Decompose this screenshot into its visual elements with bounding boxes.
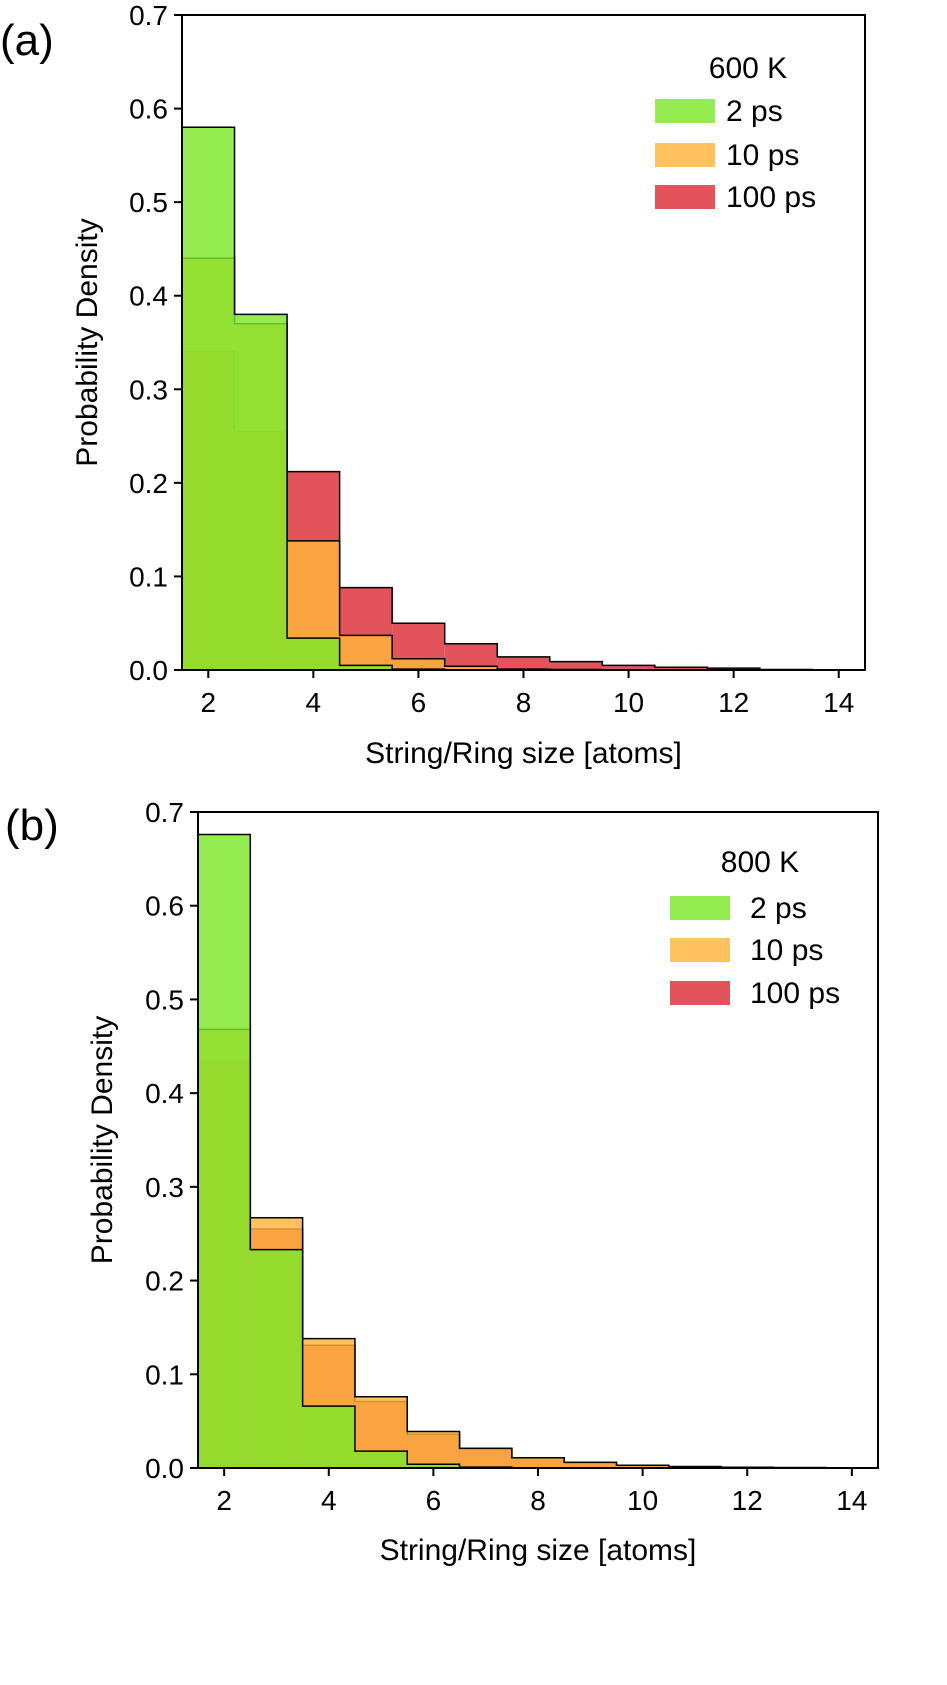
x-tick-label: 2 bbox=[200, 687, 216, 718]
panel-label: (a) bbox=[0, 16, 54, 65]
bar bbox=[339, 665, 393, 670]
y-axis-label: Probability Density bbox=[71, 218, 104, 466]
x-axis-ticks: 2 4 6 8 10 12 14 bbox=[216, 1468, 867, 1516]
y-tick-label: 0.6 bbox=[145, 891, 184, 922]
x-tick-label: 8 bbox=[516, 687, 532, 718]
bar bbox=[444, 666, 498, 670]
bar bbox=[250, 1249, 303, 1468]
x-tick-label: 12 bbox=[732, 1485, 763, 1516]
y-tick-label: 0.3 bbox=[145, 1172, 184, 1203]
panel-a: (a) 2 4 6 8 10 12 14 0.00.10.20.30.40.50.60.7 … bbox=[0, 0, 866, 770]
bar bbox=[234, 314, 288, 670]
y-tick-label: 0.1 bbox=[145, 1359, 184, 1390]
histogram-bars bbox=[181, 126, 866, 671]
bar bbox=[564, 1462, 617, 1468]
x-tick-label: 4 bbox=[321, 1485, 337, 1516]
x-tick-label: 4 bbox=[306, 687, 322, 718]
bar bbox=[616, 1465, 669, 1468]
legend-swatch bbox=[670, 938, 730, 962]
bar bbox=[182, 127, 235, 671]
legend-entry-label: 2 ps bbox=[726, 95, 783, 128]
y-tick-label: 0.5 bbox=[129, 187, 168, 218]
bar bbox=[511, 1457, 565, 1468]
x-axis-label: String/Ring size [atoms] bbox=[365, 737, 682, 770]
y-tick-label: 0.1 bbox=[129, 561, 168, 592]
bar bbox=[287, 638, 340, 670]
y-axis-ticks: 0.0 0.1 0.2 0.3 0.4 0.5 0.6 0.7 bbox=[145, 797, 198, 1484]
y-tick-label: 0.6 bbox=[129, 94, 168, 125]
y-tick-label: 0.7 bbox=[145, 797, 184, 828]
x-tick-label: 6 bbox=[411, 687, 427, 718]
legend-entry-label: 10 ps bbox=[750, 934, 823, 967]
x-tick-label: 8 bbox=[530, 1485, 546, 1516]
y-tick-label: 0.0 bbox=[145, 1453, 184, 1484]
bar bbox=[302, 1406, 355, 1468]
legend-swatch bbox=[655, 185, 715, 209]
series-2-ps bbox=[197, 833, 878, 1469]
x-tick-label: 2 bbox=[216, 1485, 232, 1516]
x-tick-label: 10 bbox=[627, 1485, 658, 1516]
legend-entry-label: 100 ps bbox=[750, 977, 840, 1010]
bar bbox=[549, 661, 603, 670]
legend-entry-label: 10 ps bbox=[726, 139, 799, 172]
y-axis-label: Probability Density bbox=[86, 1016, 119, 1264]
bar bbox=[459, 1448, 512, 1468]
bar bbox=[654, 667, 708, 670]
x-tick-label: 14 bbox=[823, 687, 854, 718]
legend: 600 K 2 ps 10 ps 100 ps bbox=[655, 52, 816, 214]
x-tick-label: 14 bbox=[836, 1485, 867, 1516]
x-tick-label: 6 bbox=[426, 1485, 442, 1516]
bar bbox=[198, 834, 251, 1468]
x-tick-label: 12 bbox=[718, 687, 749, 718]
bar bbox=[339, 635, 393, 670]
legend-title: 800 K bbox=[721, 846, 799, 879]
y-tick-label: 0.2 bbox=[145, 1266, 184, 1297]
legend-swatch bbox=[670, 896, 730, 920]
y-tick-label: 0.4 bbox=[145, 1078, 184, 1109]
bar bbox=[497, 656, 550, 670]
bar bbox=[602, 665, 655, 670]
histogram-bars bbox=[197, 833, 879, 1469]
legend-entry-label: 2 ps bbox=[750, 892, 807, 925]
y-tick-label: 0.3 bbox=[129, 374, 168, 405]
y-axis-ticks: 0.0 0.1 0.2 0.3 0.4 0.5 0.6 0.7 bbox=[129, 0, 182, 686]
series-2-ps bbox=[181, 126, 865, 671]
legend-title: 600 K bbox=[709, 52, 787, 85]
legend-swatch bbox=[655, 143, 715, 167]
y-tick-label: 0.2 bbox=[129, 468, 168, 499]
y-tick-label: 0.4 bbox=[129, 281, 168, 312]
panel-b: (b) 2 4 6 8 10 12 14 0.00.10.20.30.40.50.60.7 … bbox=[5, 797, 879, 1567]
x-axis-ticks: 2 4 6 8 10 12 14 bbox=[200, 670, 854, 718]
legend-swatch bbox=[655, 99, 715, 123]
legend-entry-label: 100 ps bbox=[726, 181, 816, 214]
bar bbox=[392, 658, 445, 670]
y-tick-label: 0.7 bbox=[129, 0, 168, 31]
x-axis-label: String/Ring size [atoms] bbox=[380, 1534, 697, 1567]
bar bbox=[354, 1451, 408, 1468]
bar bbox=[407, 1464, 460, 1468]
y-tick-label: 0.5 bbox=[145, 984, 184, 1015]
bar bbox=[407, 1431, 460, 1468]
legend: 800 K 2 ps 10 ps 100 ps bbox=[670, 846, 840, 1010]
y-tick-label: 0.0 bbox=[129, 655, 168, 686]
panel-label: (b) bbox=[5, 801, 59, 850]
x-tick-label: 10 bbox=[613, 687, 644, 718]
legend-swatch bbox=[670, 981, 730, 1005]
